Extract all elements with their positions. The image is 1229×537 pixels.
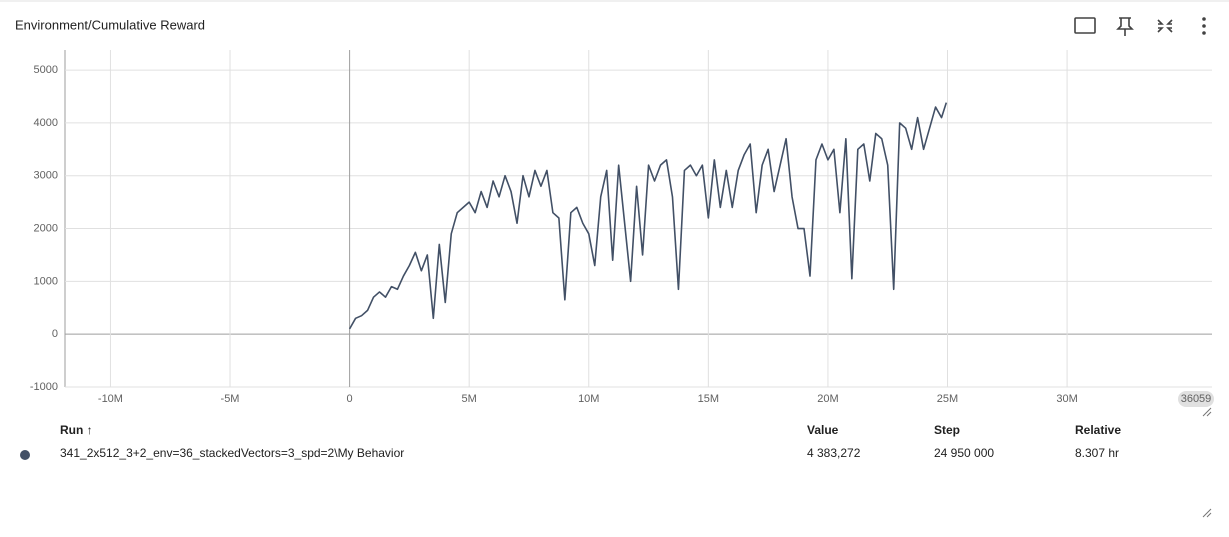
- y-tick-label: 1000: [34, 275, 58, 287]
- y-tick-label: 3000: [34, 170, 58, 182]
- collapse-button[interactable]: [1157, 19, 1173, 33]
- resize-handle[interactable]: [1202, 407, 1212, 417]
- table-cell: 24 950 000: [934, 446, 994, 460]
- x-tick-label: 0: [347, 393, 353, 405]
- x-tick-label: 10M: [578, 393, 599, 405]
- grid: [65, 50, 1212, 388]
- y-tick-label: 2000: [34, 222, 58, 234]
- x-tick-label: 36059: [1181, 393, 1212, 405]
- card-title: Environment/Cumulative Reward: [15, 17, 205, 32]
- x-tick-label: 15M: [698, 393, 719, 405]
- toolbar[interactable]: [1074, 17, 1206, 36]
- resize-handle[interactable]: [1202, 508, 1212, 518]
- x-tick-label: 20M: [817, 393, 838, 405]
- x-tick-label: 30M: [1056, 393, 1077, 405]
- x-tick-label: -5M: [221, 393, 240, 405]
- y-tick-label: -1000: [30, 381, 58, 393]
- pin-button[interactable]: [1116, 17, 1134, 36]
- table-cell: 4 383,272: [807, 446, 861, 460]
- x-tick-label: 5M: [462, 393, 477, 405]
- table-cell: 8.307 hr: [1075, 446, 1119, 460]
- table-cell: 341_2x512_3+2_env=36_stackedVectors=3_sp…: [60, 446, 404, 460]
- fit-domain-button[interactable]: [1074, 17, 1096, 34]
- column-header: Run ↑: [60, 423, 93, 437]
- x-hover-pill: [1178, 391, 1214, 407]
- x-tick-label: 25M: [937, 393, 958, 405]
- y-tick-label: 4000: [34, 117, 58, 129]
- menu-button[interactable]: [1202, 17, 1206, 35]
- y-tick-label: 0: [52, 328, 58, 340]
- series-line: [348, 102, 948, 330]
- column-header: Value: [807, 423, 839, 437]
- y-tick-label: 5000: [34, 64, 58, 76]
- column-header: Relative: [1075, 423, 1121, 437]
- x-tick-label: -10M: [98, 393, 123, 405]
- column-header: Step: [934, 423, 960, 437]
- run-color-dot[interactable]: [20, 450, 30, 460]
